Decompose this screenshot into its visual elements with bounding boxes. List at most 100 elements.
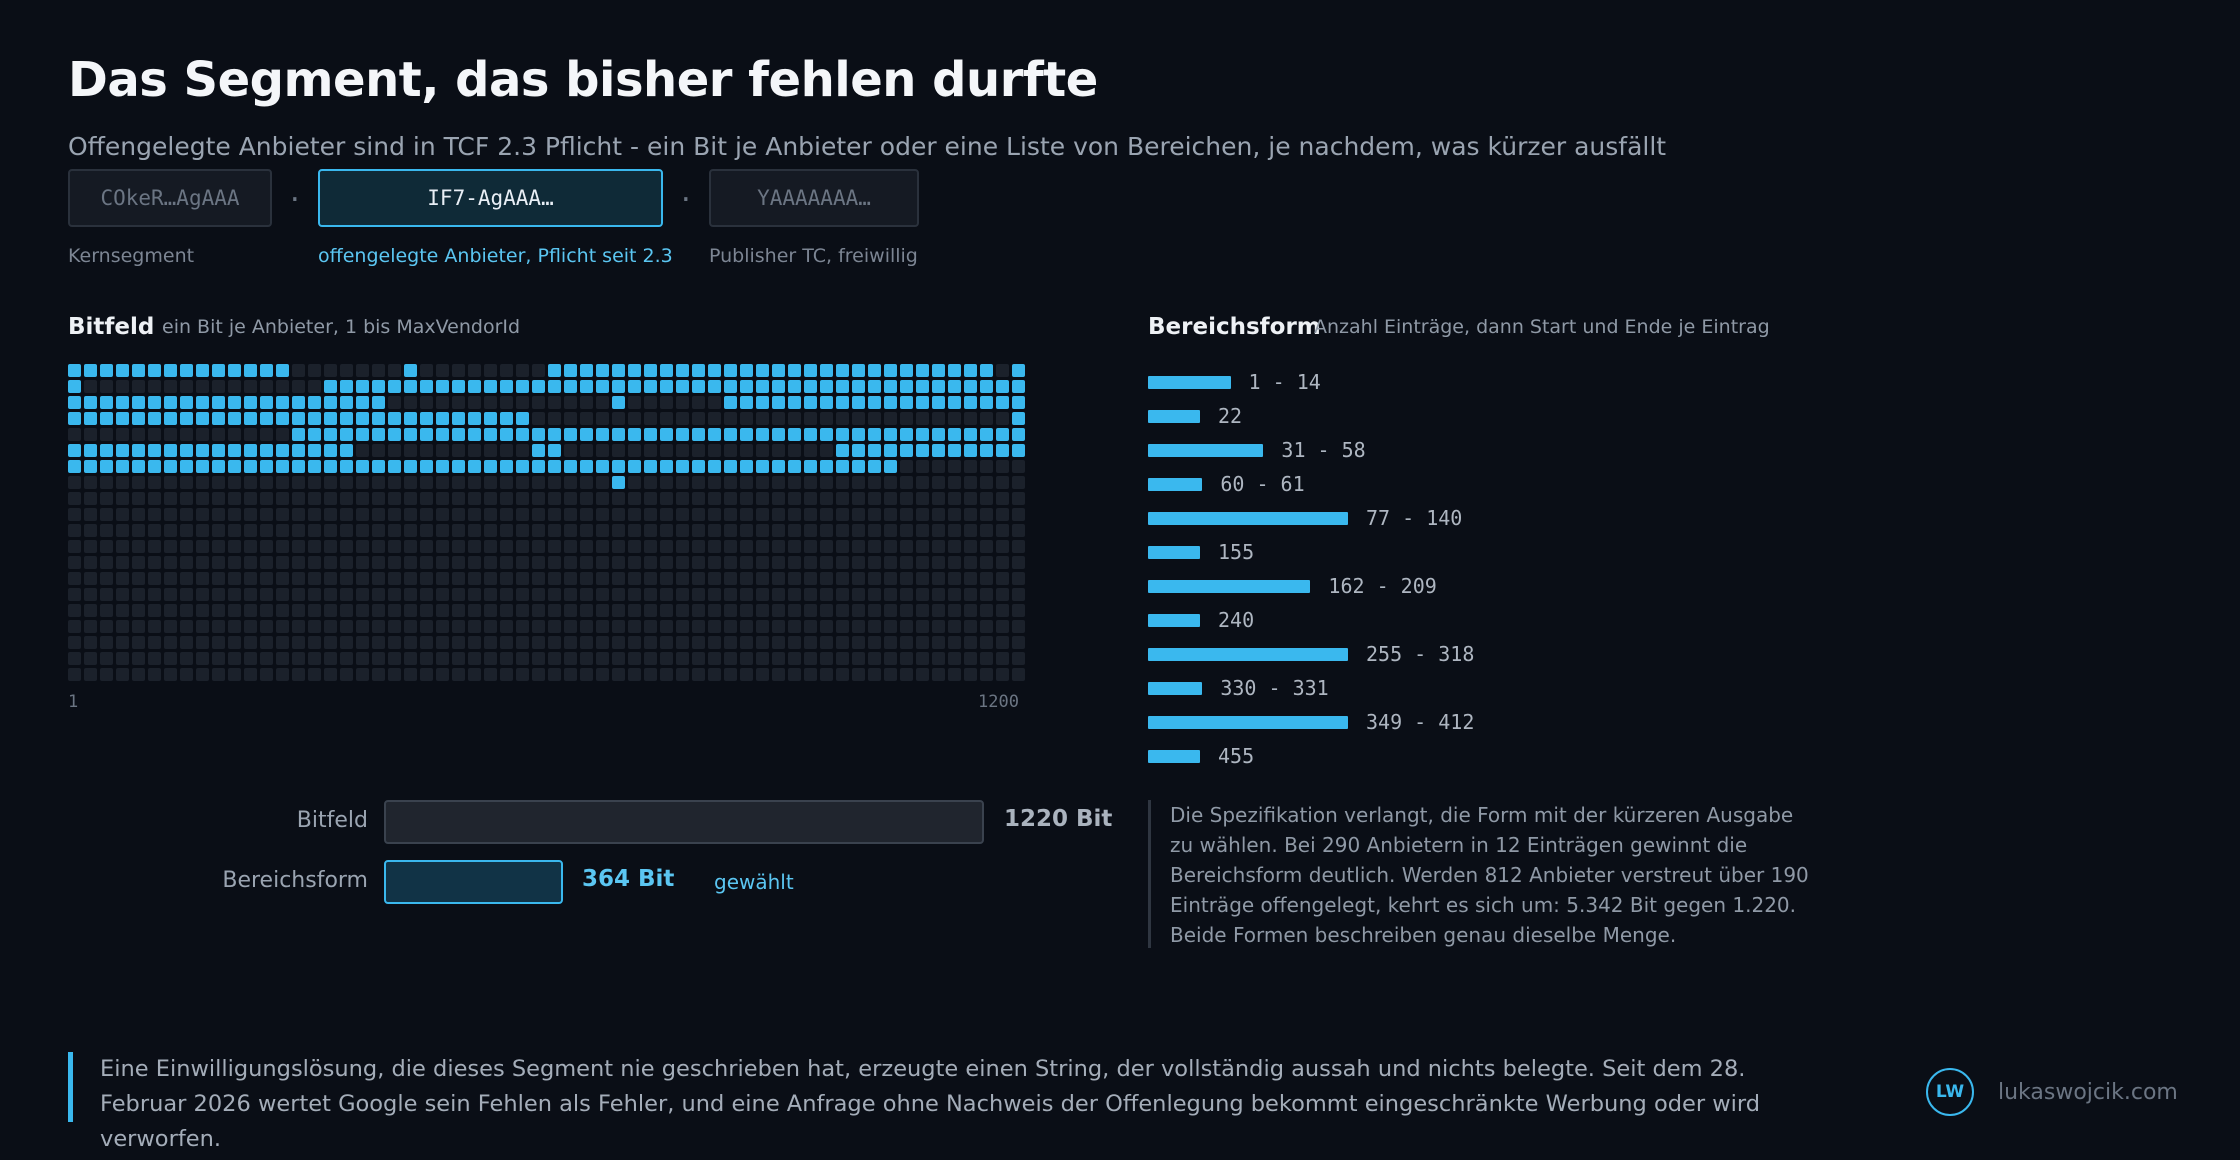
site-link[interactable]: lukaswojcik.com — [1998, 1080, 2178, 1105]
bit-off — [516, 492, 529, 505]
bit-off — [836, 572, 849, 585]
bit-off — [996, 412, 1009, 425]
bit-off — [756, 492, 769, 505]
bit-on — [324, 444, 337, 457]
bit-on — [980, 428, 993, 441]
bit-off — [772, 492, 785, 505]
bit-off — [500, 652, 513, 665]
segment-publisher-tc[interactable]: YAAAAAAA… — [709, 169, 919, 227]
bit-off — [452, 604, 465, 617]
bit-off — [212, 428, 225, 441]
bit-on — [148, 460, 161, 473]
bit-on — [788, 460, 801, 473]
bit-on — [868, 364, 881, 377]
bit-off — [820, 492, 833, 505]
bit-off — [180, 572, 193, 585]
segment-core[interactable]: COkeR…AgAAA — [68, 169, 272, 227]
bit-on — [916, 428, 929, 441]
bit-off — [532, 396, 545, 409]
bit-off — [84, 380, 97, 393]
bit-off — [644, 604, 657, 617]
bit-on — [452, 380, 465, 393]
bit-off — [628, 524, 641, 537]
bit-off — [340, 540, 353, 553]
bit-off — [676, 604, 689, 617]
bit-off — [980, 492, 993, 505]
bit-off — [164, 668, 177, 681]
bit-on — [84, 396, 97, 409]
bit-off — [804, 604, 817, 617]
bit-off — [244, 540, 257, 553]
bit-off — [356, 444, 369, 457]
bit-off — [996, 476, 1009, 489]
bit-off — [388, 476, 401, 489]
range-entry: 155 — [1148, 540, 1254, 564]
bit-off — [404, 476, 417, 489]
bit-on — [756, 428, 769, 441]
bit-off — [724, 524, 737, 537]
bit-off — [436, 396, 449, 409]
bit-off — [132, 588, 145, 601]
bit-off — [564, 588, 577, 601]
bit-off — [228, 492, 241, 505]
bit-off — [452, 364, 465, 377]
bit-off — [132, 572, 145, 585]
bit-off — [196, 540, 209, 553]
bit-off — [692, 412, 705, 425]
bit-off — [852, 588, 865, 601]
bit-on — [148, 444, 161, 457]
bit-off — [436, 556, 449, 569]
bit-off — [868, 636, 881, 649]
bit-off — [356, 604, 369, 617]
bit-on — [212, 396, 225, 409]
bit-off — [580, 524, 593, 537]
bit-on — [964, 444, 977, 457]
bit-off — [692, 524, 705, 537]
bit-off — [1012, 460, 1025, 473]
bit-on — [180, 364, 193, 377]
bit-off — [676, 476, 689, 489]
bit-off — [260, 588, 273, 601]
range-bar — [1148, 477, 1203, 491]
bit-off — [532, 636, 545, 649]
bit-off — [260, 492, 273, 505]
bit-off — [932, 636, 945, 649]
bit-on — [692, 428, 705, 441]
bit-off — [244, 636, 257, 649]
bit-off — [820, 572, 833, 585]
bit-on — [516, 412, 529, 425]
bit-off — [260, 556, 273, 569]
bit-on — [836, 444, 849, 457]
bit-off — [980, 620, 993, 633]
bit-off — [404, 540, 417, 553]
bit-off — [372, 540, 385, 553]
bit-off — [452, 620, 465, 633]
bit-off — [500, 476, 513, 489]
bit-off — [180, 524, 193, 537]
bit-off — [788, 444, 801, 457]
bit-off — [452, 476, 465, 489]
bit-off — [484, 556, 497, 569]
bit-on — [596, 460, 609, 473]
bit-off — [292, 620, 305, 633]
bit-on — [84, 364, 97, 377]
bit-off — [964, 620, 977, 633]
bit-off — [356, 540, 369, 553]
bit-on — [116, 412, 129, 425]
range-label: 455 — [1218, 744, 1255, 768]
bit-off — [436, 364, 449, 377]
bit-on — [1012, 396, 1025, 409]
bit-off — [276, 620, 289, 633]
bit-off — [148, 636, 161, 649]
bit-off — [948, 668, 961, 681]
bit-off — [148, 380, 161, 393]
segment-disclosed-vendors[interactable]: IF7-AgAAA… — [318, 169, 663, 227]
bit-off — [452, 556, 465, 569]
logo-icon[interactable]: LW — [1926, 1068, 1974, 1116]
bit-on — [532, 380, 545, 393]
bit-off — [772, 556, 785, 569]
bit-off — [404, 524, 417, 537]
bit-off — [884, 524, 897, 537]
bit-on — [68, 412, 81, 425]
bit-on — [484, 428, 497, 441]
